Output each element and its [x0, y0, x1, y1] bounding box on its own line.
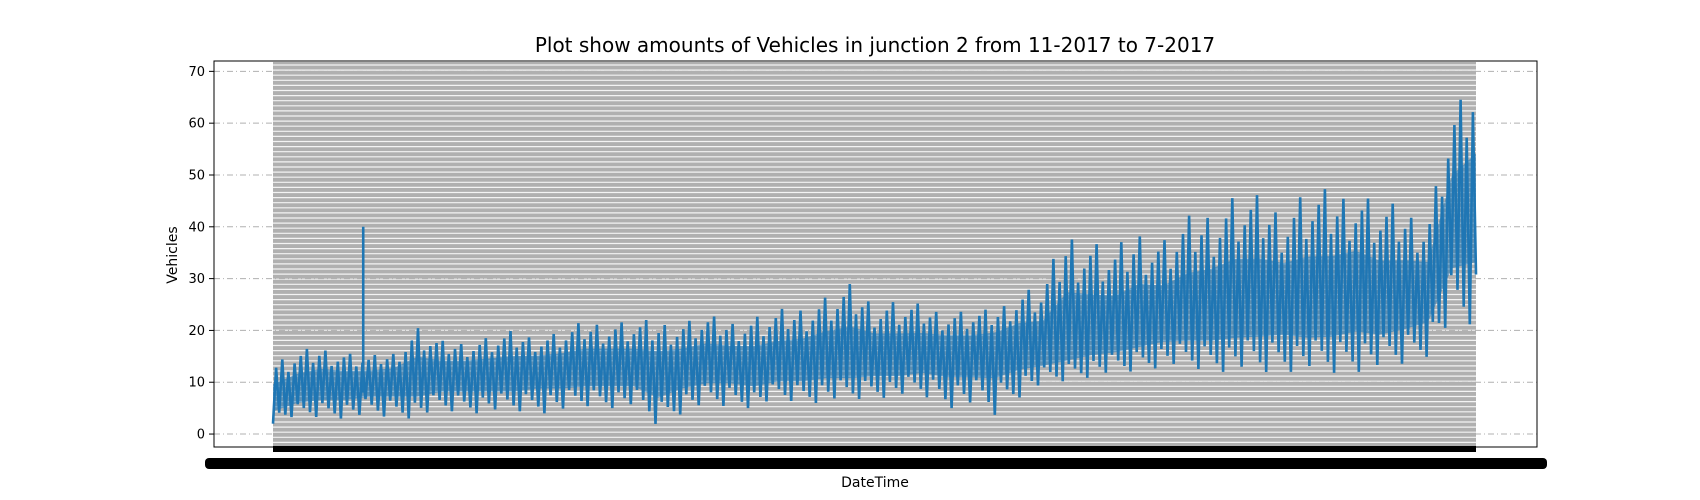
y-tick-label: 50	[188, 168, 205, 183]
y-tick-label: 40	[188, 220, 205, 235]
x-axis	[205, 446, 1547, 469]
x-tick-labels	[205, 458, 1547, 469]
y-tick-label: 30	[188, 272, 205, 287]
y-tick-label: 70	[188, 65, 205, 80]
chart-title: Plot show amounts of Vehicles in junctio…	[535, 33, 1215, 57]
y-tick-label: 20	[188, 324, 205, 339]
series-body	[273, 153, 1476, 412]
y-axis: 0 10 20 30 40 50 60 70	[188, 65, 214, 443]
y-axis-label: Vehicles	[165, 226, 181, 283]
series-line	[271, 99, 1478, 425]
plot-area	[213, 60, 1538, 448]
x-tick-marks	[273, 446, 1476, 452]
y-tick-label: 0	[197, 428, 205, 443]
y-tick-label: 10	[188, 376, 205, 391]
x-axis-label: DateTime	[841, 475, 909, 491]
y-tick-label: 60	[188, 117, 205, 132]
